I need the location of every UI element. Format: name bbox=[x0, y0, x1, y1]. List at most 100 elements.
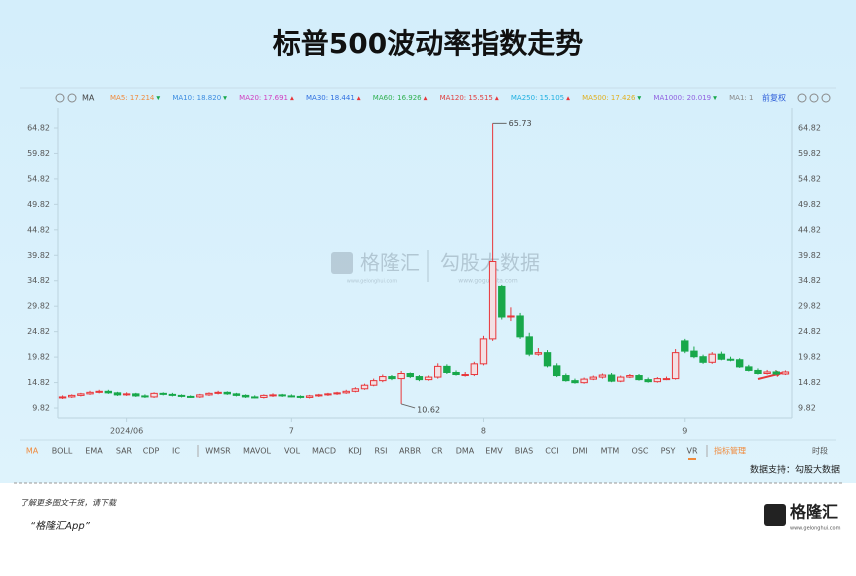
indicator-tab[interactable]: CCI bbox=[545, 447, 559, 456]
candle-body bbox=[635, 375, 643, 381]
candle-body bbox=[260, 394, 268, 398]
candle-body bbox=[104, 390, 113, 394]
ma-legend-trend: ▼ bbox=[637, 96, 641, 102]
candle-body bbox=[763, 371, 771, 375]
y-tick-label-right: 24.82 bbox=[798, 327, 821, 336]
watermark-logo bbox=[331, 252, 353, 274]
candle-body bbox=[287, 395, 296, 398]
candle-body bbox=[681, 340, 689, 352]
candle-body bbox=[452, 371, 460, 376]
indicator-tab[interactable]: BIAS bbox=[515, 447, 533, 456]
indicator-tab[interactable]: CDP bbox=[143, 447, 160, 456]
candle-body bbox=[498, 285, 506, 318]
adjust-label[interactable]: 前复权 bbox=[762, 93, 786, 103]
reset-icon[interactable] bbox=[821, 93, 831, 103]
indicator-tab[interactable]: MA bbox=[26, 447, 39, 456]
eye-icon[interactable] bbox=[67, 93, 77, 103]
high-label: 65.73 bbox=[509, 119, 532, 128]
y-tick-label: 44.82 bbox=[27, 225, 50, 234]
candle-body bbox=[205, 392, 213, 396]
indicator-tab[interactable]: BOLL bbox=[52, 447, 73, 456]
ma-legend-label: MA20: 17.691 bbox=[239, 94, 288, 102]
candle-body bbox=[488, 260, 497, 340]
y-tick-label: 49.82 bbox=[27, 200, 50, 209]
candle-body bbox=[461, 374, 469, 377]
low-label-leader bbox=[400, 403, 416, 409]
candle-body bbox=[626, 375, 634, 378]
y-tick-label-right: 49.82 bbox=[798, 200, 821, 209]
indicator-tab[interactable]: RSI bbox=[375, 447, 388, 456]
zoom-in-icon[interactable] bbox=[809, 93, 819, 103]
y-tick-label: 9.82 bbox=[32, 404, 50, 413]
y-tick-label: 54.82 bbox=[27, 174, 50, 183]
y-tick-label-right: 59.82 bbox=[798, 149, 821, 158]
period-label[interactable]: 时段 bbox=[812, 446, 828, 456]
candle-body bbox=[269, 394, 277, 397]
footer-line2: “格隆汇App” bbox=[30, 520, 91, 532]
ma-legend-label: MA60: 16.926 bbox=[373, 94, 422, 102]
candle-body bbox=[132, 393, 140, 397]
y-tick-label-right: 54.82 bbox=[798, 174, 821, 183]
ma-legend-trend: ▼ bbox=[156, 96, 160, 102]
toolbar-label[interactable]: MA bbox=[82, 94, 95, 103]
footer-background bbox=[0, 483, 856, 576]
footer-logo: 格隆汇 bbox=[790, 503, 838, 522]
y-tick-label: 59.82 bbox=[27, 149, 50, 158]
candle-body bbox=[717, 353, 726, 360]
ma-legend-trend: ▼ bbox=[713, 96, 717, 102]
indicator-tab[interactable]: KDJ bbox=[348, 447, 362, 456]
candle-body bbox=[369, 380, 378, 386]
candle-body bbox=[296, 395, 305, 398]
candle-body bbox=[177, 394, 186, 397]
candle-body bbox=[617, 376, 625, 382]
indicator-tab[interactable]: VR bbox=[686, 447, 697, 456]
indicator-tab[interactable]: EMA bbox=[85, 447, 103, 456]
candle-body bbox=[232, 393, 241, 396]
candle-body bbox=[653, 378, 662, 383]
candle-body bbox=[251, 396, 259, 399]
indicator-tab[interactable]: DMA bbox=[456, 447, 475, 456]
ma-legend-label: MA1: 1 bbox=[729, 94, 753, 102]
y-tick-label: 34.82 bbox=[27, 276, 50, 285]
indicator-tab[interactable]: MACD bbox=[312, 447, 336, 456]
candle-body bbox=[122, 393, 131, 396]
indicator-tab[interactable]: MAVOL bbox=[243, 447, 271, 456]
x-tick-label: 9 bbox=[682, 427, 687, 436]
footer-line1: 了解更多图文干货，请下载 bbox=[20, 499, 117, 508]
y-tick-label-right: 44.82 bbox=[798, 225, 821, 234]
watermark-data-url: www.gogudata.com bbox=[458, 278, 518, 285]
y-tick-label-right: 64.82 bbox=[798, 123, 821, 132]
indicator-tab[interactable]: WMSR bbox=[205, 447, 231, 456]
indicator-tab[interactable]: SAR bbox=[116, 447, 133, 456]
y-tick-label: 19.82 bbox=[27, 353, 50, 362]
candle-body bbox=[534, 352, 543, 355]
ma-legend-label: MA500: 17.426 bbox=[582, 94, 636, 102]
candle-body bbox=[58, 396, 67, 399]
y-tick-label-right: 19.82 bbox=[798, 353, 821, 362]
candle-body bbox=[223, 391, 231, 395]
indicator-tab[interactable]: EMV bbox=[485, 447, 503, 456]
candle-body bbox=[607, 374, 616, 382]
ma-legend-label: MA10: 18.820 bbox=[172, 94, 221, 102]
candle-body bbox=[333, 392, 341, 395]
indicator-tab[interactable]: MTM bbox=[601, 447, 620, 456]
indicator-tab[interactable]: 指标管理 bbox=[714, 446, 746, 456]
zoom-out-icon[interactable] bbox=[797, 93, 807, 103]
x-tick-label: 7 bbox=[289, 427, 294, 436]
candle-body bbox=[772, 371, 780, 375]
indicator-tab[interactable]: VOL bbox=[284, 447, 301, 456]
settings-icon[interactable] bbox=[55, 93, 65, 103]
ma-legend-label: MA30: 18.441 bbox=[306, 94, 355, 102]
indicator-tab[interactable]: CR bbox=[431, 447, 443, 456]
candle-body bbox=[589, 376, 597, 380]
candle-body bbox=[470, 363, 479, 376]
indicator-tab[interactable]: OSC bbox=[632, 447, 649, 456]
y-tick-label-right: 14.82 bbox=[798, 378, 821, 387]
indicator-tab[interactable]: IC bbox=[172, 447, 180, 456]
indicator-tab[interactable]: DMI bbox=[572, 447, 587, 456]
candle-body bbox=[443, 365, 451, 373]
indicator-tab[interactable]: ARBR bbox=[399, 447, 422, 456]
candle-body bbox=[342, 390, 350, 394]
candle-body bbox=[379, 376, 387, 382]
indicator-tab[interactable]: PSY bbox=[661, 447, 676, 456]
